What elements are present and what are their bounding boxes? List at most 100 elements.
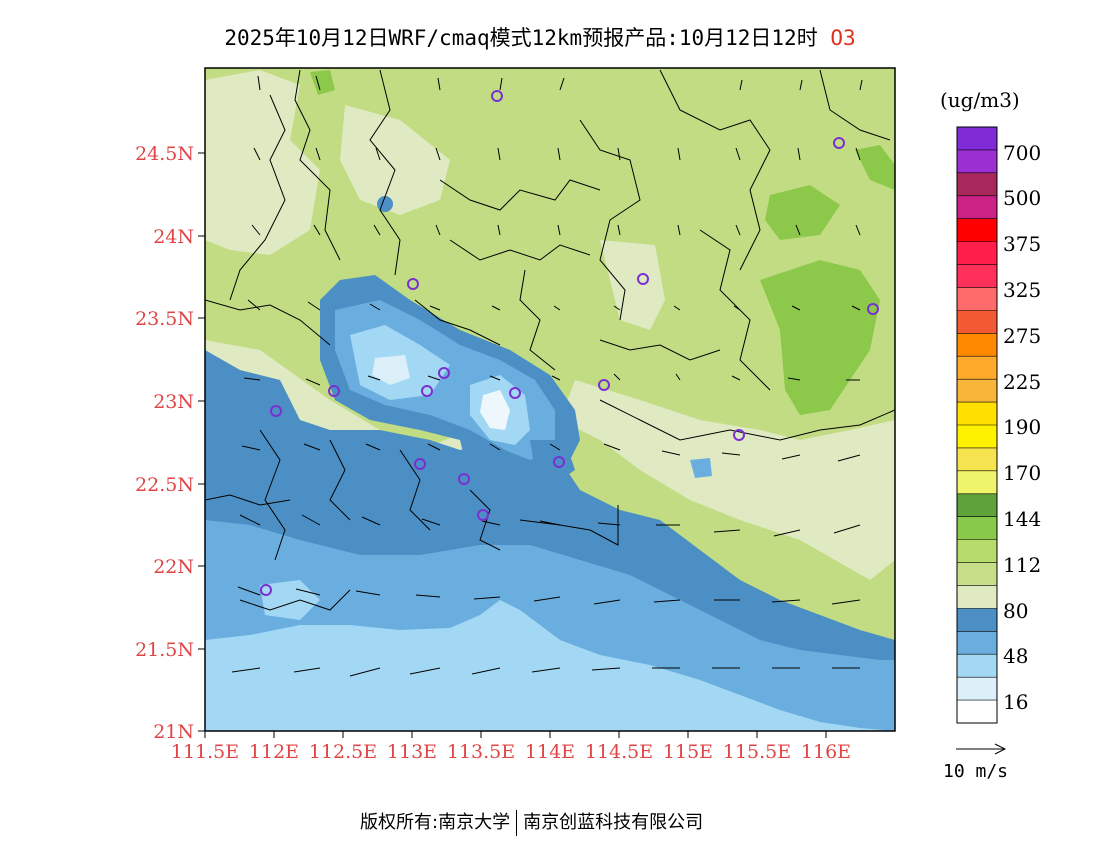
colorbar-swatch xyxy=(957,654,997,678)
lat-label: 22.5N xyxy=(135,474,194,496)
station-marker xyxy=(477,509,489,521)
colorbar-label: 112 xyxy=(1003,553,1042,577)
plume-below-16-east xyxy=(480,390,510,430)
colorbar-swatch xyxy=(957,172,997,197)
colorbar-label: 325 xyxy=(1003,278,1042,302)
lon-label: 112.5E xyxy=(309,741,377,763)
station-marker xyxy=(414,458,426,470)
colorbar-swatch xyxy=(957,379,997,403)
colorbar-label: 170 xyxy=(1003,461,1042,485)
field-80-112-center xyxy=(600,240,665,330)
field-144-northeast xyxy=(765,185,840,240)
colorbar-swatch xyxy=(957,310,997,334)
wind-reference-label: 10 m/s xyxy=(943,761,1009,782)
colorbar-swatch xyxy=(957,631,997,655)
map-title: 2025年10月12日WRF/cmaq模式12km预报产品:10月12日12时 … xyxy=(0,22,1080,52)
footer-divider xyxy=(516,810,518,836)
field-16-48-south xyxy=(205,600,895,731)
lat-label: 24N xyxy=(153,226,194,248)
lat-label: 21N xyxy=(153,721,194,743)
station-marker xyxy=(328,385,340,397)
field-144-east xyxy=(760,260,880,415)
field-80-112-west xyxy=(205,70,320,255)
colorbar-frame xyxy=(956,126,998,724)
field-16-48-west xyxy=(260,580,320,620)
station-marker xyxy=(733,429,745,441)
title-text: 2025年10月12日WRF/cmaq模式12km预报产品:10月12日12时 xyxy=(224,26,818,50)
colorbar-label: 144 xyxy=(1003,507,1042,531)
colorbar-swatch xyxy=(957,608,997,632)
longitude-labels: 111.5E 112E 112.5E 113E 113.5E 114E 114.… xyxy=(171,741,851,763)
station-marker xyxy=(407,278,419,290)
lon-label: 114.5E xyxy=(585,741,653,763)
lon-label: 115.5E xyxy=(723,741,791,763)
lon-label: 115E xyxy=(663,741,713,763)
colorbar-label: 16 xyxy=(1003,690,1029,714)
lon-label: 116E xyxy=(801,741,851,763)
station-marker xyxy=(270,405,282,417)
colorbar-label: 275 xyxy=(1003,324,1042,348)
station-marker xyxy=(458,473,470,485)
field-80-112-north xyxy=(340,105,450,215)
colorbar-unit: (ug/m3) xyxy=(940,88,1020,112)
plume-below-16-west xyxy=(372,355,410,385)
station-marker xyxy=(438,367,450,379)
wind-vectors xyxy=(231,75,863,677)
admin-boundaries xyxy=(205,69,895,611)
colorbar-swatch xyxy=(957,447,997,472)
colorbar-swatch xyxy=(957,516,997,541)
pollutant-label: O3 xyxy=(830,26,856,50)
company-text: 南京创蓝科技有限公司 xyxy=(523,812,704,833)
station-marker xyxy=(260,584,272,596)
ozone-field xyxy=(205,68,895,731)
colorbar-swatch xyxy=(957,677,997,701)
colorbar-label: 500 xyxy=(1003,186,1042,210)
colorbar-swatch xyxy=(957,356,997,380)
station-marker xyxy=(509,387,521,399)
lat-label: 23N xyxy=(153,391,194,413)
colorbar-swatch xyxy=(957,493,997,518)
lon-label: 113E xyxy=(387,741,437,763)
colorbar-swatch xyxy=(957,333,997,357)
colorbar-swatch xyxy=(957,402,997,426)
plume-shenzhen xyxy=(530,440,575,480)
colorbar-label: 375 xyxy=(1003,232,1042,256)
colorbar-label: 225 xyxy=(1003,370,1042,394)
station-marker xyxy=(598,379,610,391)
footer: 版权所有:南京大学 南京创蓝科技有限公司 xyxy=(360,808,703,836)
colorbar-swatch xyxy=(957,585,997,609)
colorbar-swatch xyxy=(957,149,997,174)
station-markers xyxy=(260,90,879,596)
wind-reference-arrow xyxy=(956,743,1007,755)
lon-label: 114E xyxy=(525,741,575,763)
colorbar-swatch xyxy=(957,539,997,564)
colorbar-swatch xyxy=(957,425,997,449)
colorbar-swatch xyxy=(957,195,997,220)
colorbar-label: 80 xyxy=(1003,599,1029,623)
station-marker xyxy=(421,385,433,397)
lat-label: 21.5N xyxy=(135,639,194,661)
axis-ticks xyxy=(198,152,827,738)
lon-label: 111.5E xyxy=(171,741,239,763)
lon-label: 113.5E xyxy=(447,741,515,763)
lat-label: 22N xyxy=(153,556,194,578)
station-marker xyxy=(491,90,503,102)
lat-label: 24.5N xyxy=(135,143,194,165)
lat-label: 23.5N xyxy=(135,308,194,330)
station-marker xyxy=(833,137,845,149)
field-144-corner xyxy=(855,145,895,190)
colorbar-label: 48 xyxy=(1003,644,1029,668)
low-patch-north xyxy=(377,196,393,212)
colorbar-swatch xyxy=(957,127,997,151)
colorbar-swatch xyxy=(957,264,997,288)
colorbar-swatch xyxy=(957,241,997,266)
station-marker xyxy=(637,273,649,285)
colorbar-swatch xyxy=(957,700,997,724)
field-80-112-coast xyxy=(560,380,895,580)
colorbar xyxy=(957,127,997,724)
colorbar-swatch xyxy=(957,562,997,586)
colorbar-swatch xyxy=(957,287,997,311)
colorbar-swatch xyxy=(957,218,997,243)
